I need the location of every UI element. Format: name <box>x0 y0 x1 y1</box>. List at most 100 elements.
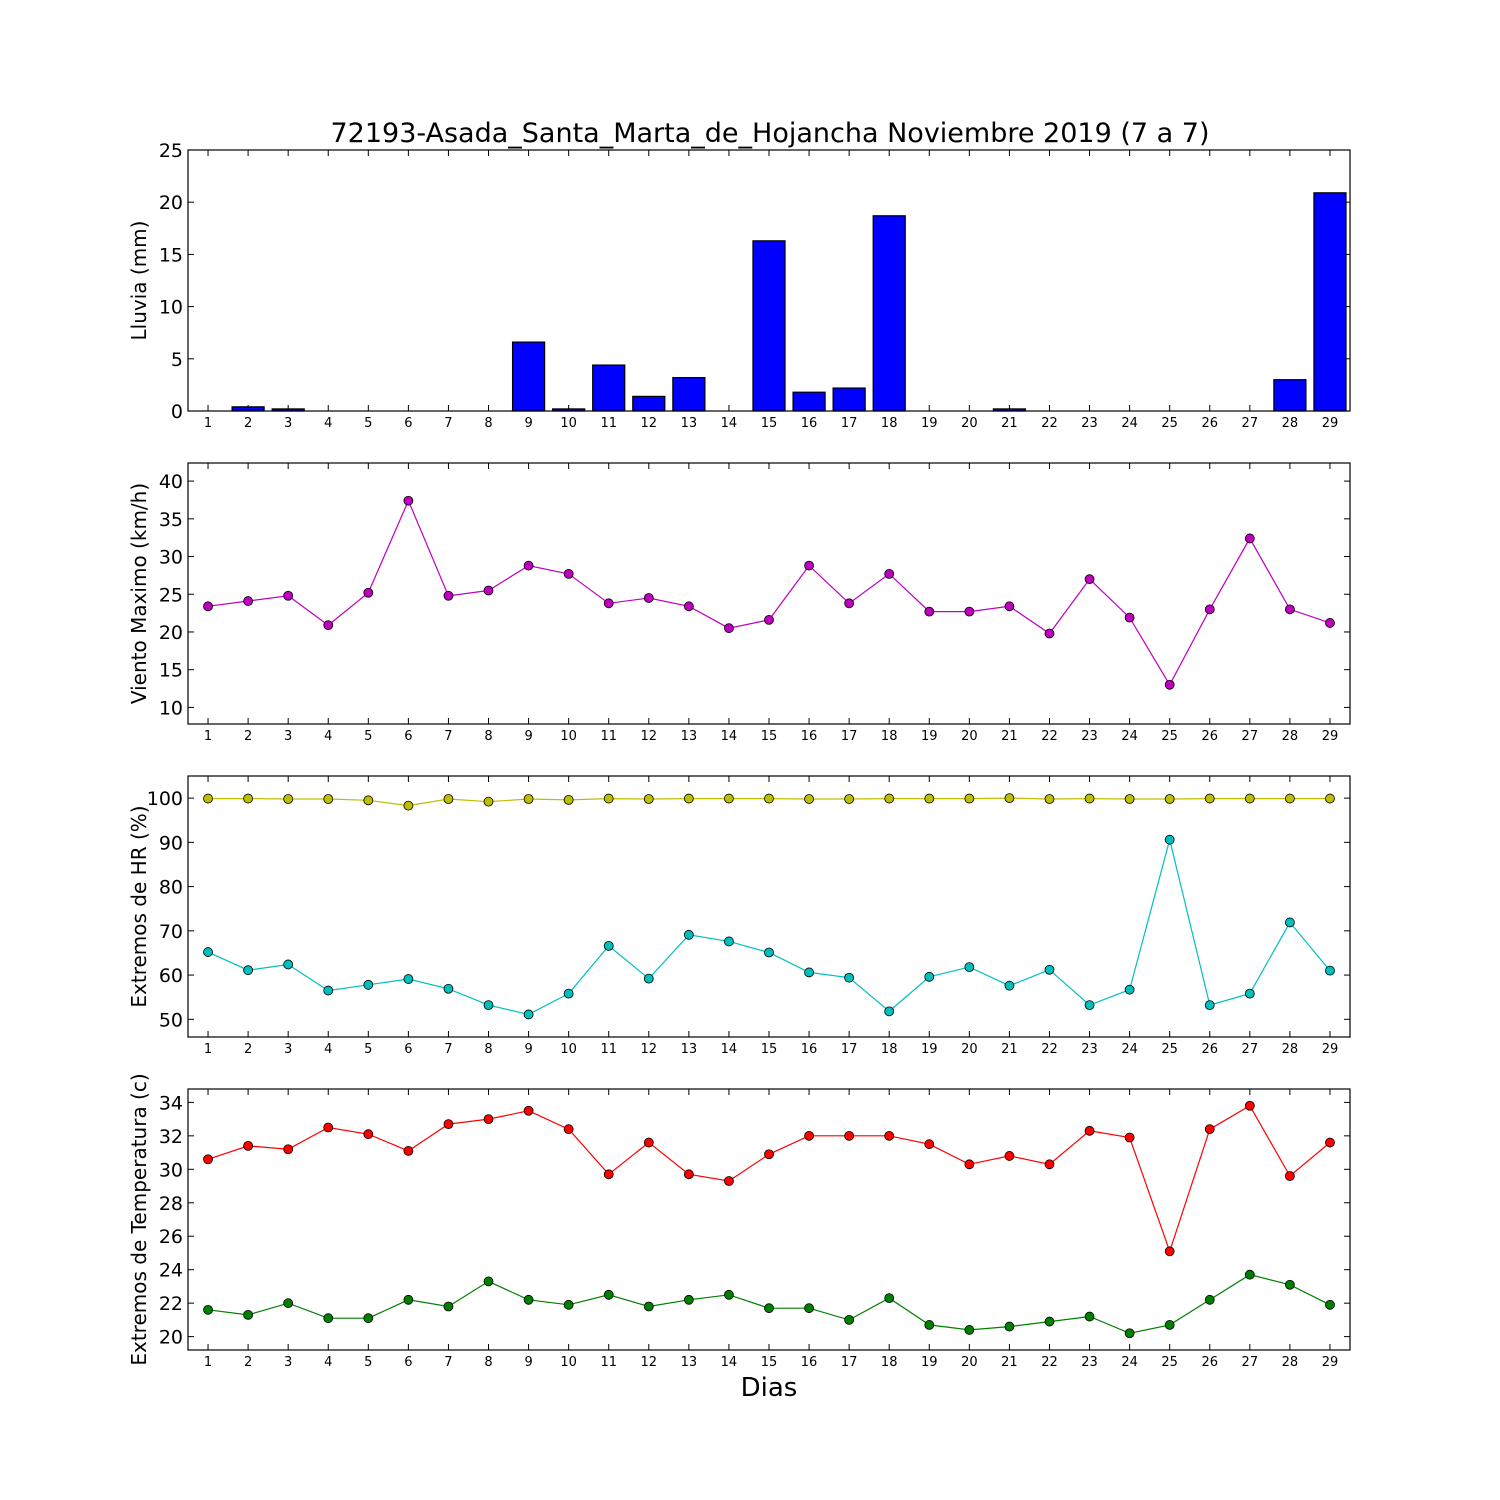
series-2-point-day-28 <box>1284 1279 1295 1290</box>
x-tick-label: 6 <box>404 729 412 744</box>
y-axis-label: Extremos de HR (%) <box>127 805 151 1007</box>
series-2-point-day-26 <box>1204 1000 1215 1011</box>
series-1-point-day-19 <box>924 606 935 617</box>
bar-day-9 <box>511 341 546 412</box>
series-2-point-day-12 <box>643 973 654 984</box>
series-1-point-day-15 <box>764 615 774 625</box>
x-tick-label: 9 <box>524 416 532 431</box>
series-1-point-day-28 <box>1284 793 1295 804</box>
series-1-point-day-27 <box>1244 533 1255 544</box>
y-tick-label: 25 <box>159 140 183 162</box>
series-2-point-day-3 <box>283 1298 294 1309</box>
series-2-point-day-5 <box>363 979 374 990</box>
y-tick-label: 15 <box>159 244 183 266</box>
series-2-point-day-12 <box>643 1301 654 1312</box>
series-1-point-day-15 <box>764 793 774 804</box>
x-tick-label: 22 <box>1041 416 1058 431</box>
series-1-point-day-19 <box>924 1139 935 1150</box>
x-tick-label: 11 <box>600 1355 617 1370</box>
x-tick-label: 13 <box>681 1355 698 1370</box>
series-2-point-day-21 <box>1004 980 1015 991</box>
series-2-point-day-13 <box>683 1294 694 1305</box>
x-tick-label: 21 <box>1001 416 1018 431</box>
y-tick-label: 28 <box>159 1193 183 1215</box>
series-1-point-day-12 <box>643 1137 654 1148</box>
x-tick-label: 13 <box>681 416 698 431</box>
x-tick-label: 7 <box>444 1355 452 1370</box>
series-2-point-day-4 <box>323 985 334 996</box>
y-tick-label: 40 <box>159 471 183 493</box>
x-tick-label: 3 <box>284 1042 292 1057</box>
x-tick-label: 26 <box>1201 416 1218 431</box>
x-tick-label: 1 <box>204 416 212 431</box>
series-1-point-day-9 <box>523 560 534 571</box>
x-tick-label: 10 <box>560 416 577 431</box>
series-1-point-day-11 <box>603 793 614 804</box>
y-tick-label: 26 <box>159 1226 183 1248</box>
series-1-point-day-6 <box>403 495 414 506</box>
y-tick-label: 34 <box>159 1092 183 1114</box>
series-1-point-day-8 <box>483 796 494 807</box>
series-2-point-day-3 <box>283 959 294 970</box>
series-2-point-day-22 <box>1044 964 1055 975</box>
plot-frame <box>187 1088 1351 1351</box>
series-1-point-day-9 <box>523 1105 534 1116</box>
series-2-point-day-23 <box>1084 1311 1095 1322</box>
x-tick-label: 26 <box>1201 729 1218 744</box>
series-1-point-day-18 <box>884 793 895 804</box>
series-2-point-day-18 <box>884 1293 895 1304</box>
x-tick-label: 26 <box>1201 1355 1218 1370</box>
series-2-point-day-11 <box>603 940 614 951</box>
x-tick-label: 16 <box>801 729 818 744</box>
series-1-point-day-22 <box>1044 794 1055 804</box>
x-tick-label: 28 <box>1282 1042 1299 1057</box>
series-1-point-day-18 <box>884 568 895 579</box>
bar-day-29 <box>1313 192 1347 412</box>
x-tick-label: 25 <box>1161 1355 1178 1370</box>
x-tick-label: 20 <box>961 1355 978 1370</box>
series-1-point-day-18 <box>884 1130 895 1141</box>
series-2-point-day-6 <box>403 974 414 984</box>
series-1-point-day-7 <box>443 590 454 601</box>
x-tick-label: 4 <box>324 1042 332 1057</box>
bar-day-12 <box>632 395 666 412</box>
x-tick-label: 17 <box>841 1042 858 1057</box>
figure-title: 72193-Asada_Santa_Marta_de_Hojancha Novi… <box>330 118 1209 149</box>
x-tick-label: 20 <box>961 416 978 431</box>
series-1-point-day-1 <box>203 793 213 804</box>
series-2-point-day-20 <box>964 1325 975 1335</box>
series-1-point-day-7 <box>443 794 454 804</box>
x-tick-label: 25 <box>1161 1042 1178 1057</box>
x-tick-label: 1 <box>204 1355 212 1370</box>
x-tick-label: 15 <box>761 416 778 431</box>
series-1-point-day-26 <box>1204 604 1215 615</box>
bar-day-18 <box>872 215 906 412</box>
y-tick-label: 60 <box>159 965 183 987</box>
series-2-point-day-15 <box>764 1303 774 1314</box>
x-tick-label: 20 <box>961 729 978 744</box>
x-tick-label: 23 <box>1081 1042 1098 1057</box>
y-tick-label: 24 <box>159 1260 183 1282</box>
y-axis-label: Viento Maximo (km/h) <box>127 483 151 704</box>
x-tick-label: 14 <box>721 1355 738 1370</box>
x-tick-label: 24 <box>1121 729 1138 744</box>
y-tick-label: 20 <box>159 622 183 644</box>
bar-day-11 <box>592 364 626 412</box>
series-1-point-day-3 <box>283 794 294 804</box>
x-tick-label: 3 <box>284 416 292 431</box>
x-tick-label: 23 <box>1081 1355 1098 1370</box>
x-tick-label: 13 <box>681 1042 698 1057</box>
plot-frame <box>187 462 1351 725</box>
series-2-point-day-24 <box>1124 1328 1135 1339</box>
x-tick-label: 9 <box>524 1042 532 1057</box>
series-1-point-day-4 <box>323 1122 334 1133</box>
series-1-point-day-21 <box>1004 793 1015 804</box>
x-tick-label: 18 <box>881 729 898 744</box>
series-1-point-day-27 <box>1244 1100 1255 1111</box>
series-2-point-day-22 <box>1044 1316 1055 1327</box>
series-2-point-day-19 <box>924 1320 935 1330</box>
series-2-point-day-7 <box>443 983 454 994</box>
series-2-point-day-17 <box>844 972 855 983</box>
